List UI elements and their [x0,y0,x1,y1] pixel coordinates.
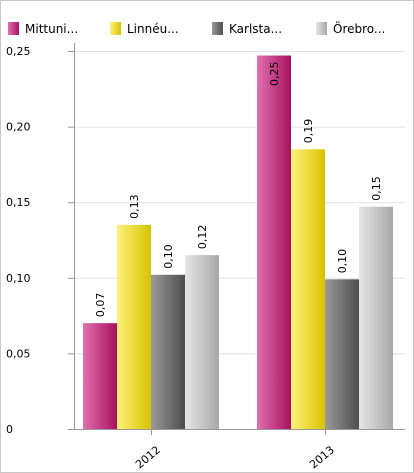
bar[interactable] [291,149,325,429]
legend-label[interactable]: Karlsta... [229,22,282,36]
data-label: 0,07 [94,293,107,318]
legend-swatch[interactable] [8,22,19,35]
y-tick-label: 0,10 [6,272,31,285]
legend-swatch[interactable] [212,22,223,35]
data-label: 0,19 [302,119,315,144]
bar[interactable] [359,206,393,429]
data-label: 0,12 [196,225,209,250]
data-label: 0,25 [268,62,281,86]
bar[interactable] [257,55,291,429]
y-tick-label: 0,20 [6,121,31,134]
legend: Mittuni... Linnéu... Karlsta... Örebro... [8,20,385,36]
data-label: 0,10 [162,244,175,269]
data-label: 0,10 [336,249,349,274]
y-tick-label: 0,15 [6,196,31,209]
x-axis: 2012 2013 [74,429,405,471]
data-label: 0,13 [128,194,141,219]
bar[interactable] [117,224,151,429]
y-tick-label: 0,05 [6,347,31,360]
y-axis: 0 0,05 0,10 0,15 0,20 0,25 [6,43,75,436]
legend-label[interactable]: Mittuni... [25,22,78,36]
legend-label[interactable]: Örebro... [333,20,385,36]
x-tick-label: 2013 [307,443,337,471]
data-label: 0,15 [370,176,383,201]
bars [83,55,393,429]
x-tick-label: 2012 [133,443,163,471]
legend-swatch[interactable] [110,22,121,35]
bar[interactable] [325,279,359,429]
bar[interactable] [185,255,219,429]
bar[interactable] [151,274,185,429]
y-tick-label: 0 [6,423,13,436]
data-labels: 0,07 0,13 0,10 0,12 0,25 0,19 0,10 0,15 [94,62,383,318]
legend-label[interactable]: Linnéu... [127,22,179,36]
y-tick-label: 0,25 [6,45,31,58]
legend-swatch[interactable] [316,22,327,35]
bar[interactable] [83,323,117,429]
